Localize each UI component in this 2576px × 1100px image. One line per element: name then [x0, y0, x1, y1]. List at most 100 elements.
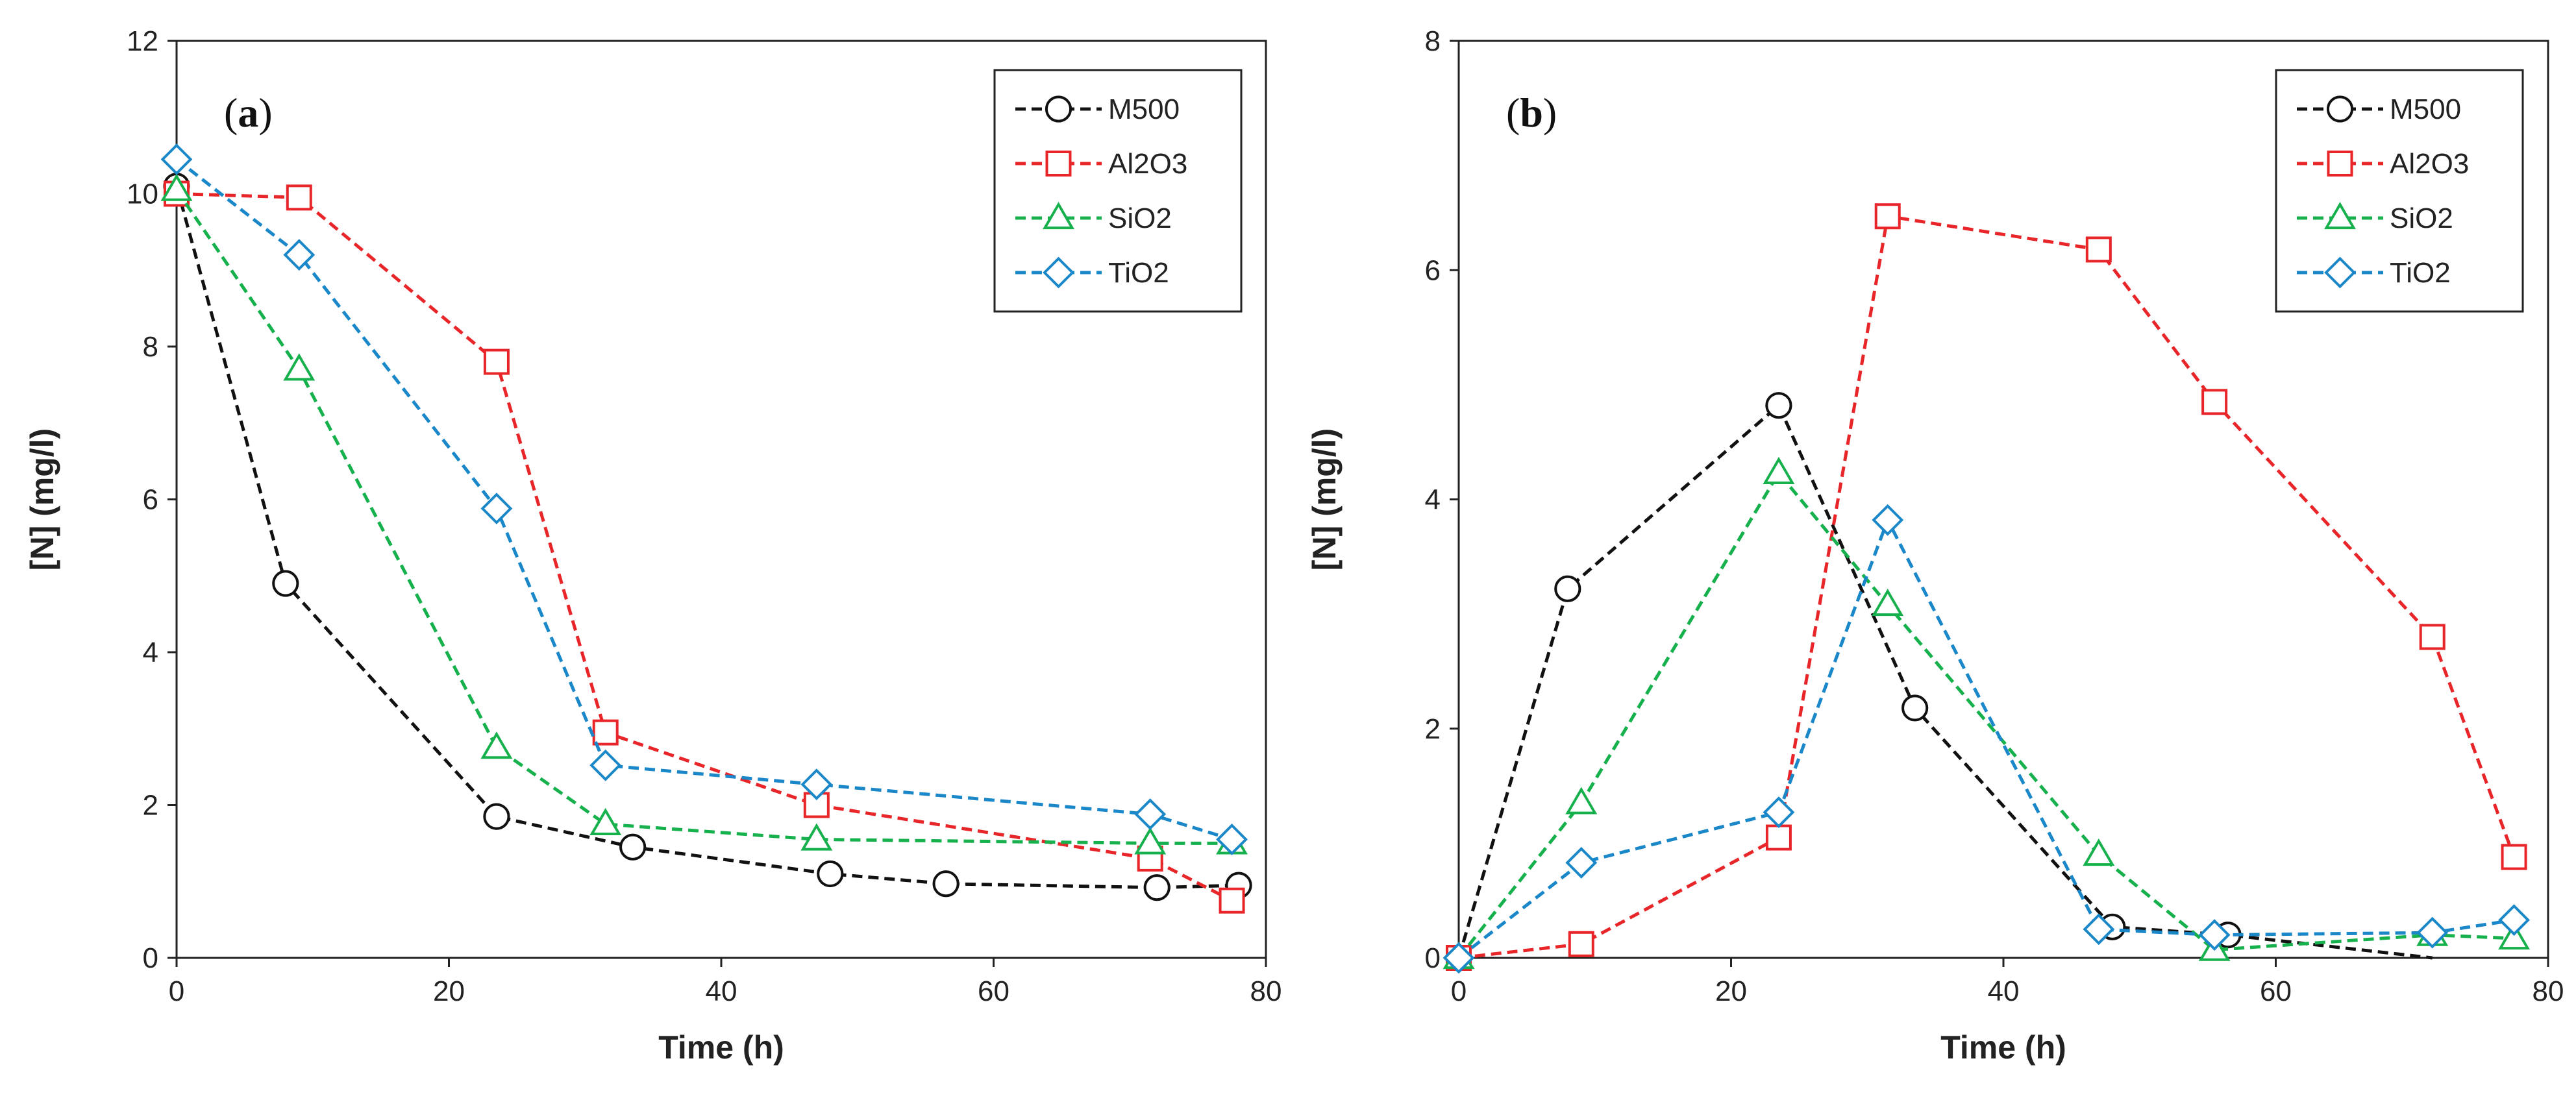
point-a-M500-6 [1143, 874, 1170, 901]
point-a-SiO2-5 [1134, 827, 1167, 855]
point-b-TiO2-5 [2198, 919, 2231, 951]
series-a-TiO2 [160, 143, 1248, 855]
point-a-M500-5 [932, 870, 960, 898]
series-line-b-TiO2 [1457, 516, 2514, 959]
x-tick-label-b-80: 80 [2533, 975, 2564, 1007]
point-b-TiO2-0 [1443, 942, 1475, 974]
series-a-Al2O3 [164, 180, 1245, 914]
point-a-TiO2-5 [1134, 798, 1167, 831]
panel-label-a: (a) [224, 90, 273, 136]
point-a-Al2O3-1 [286, 184, 312, 211]
point-a-TiO2-3 [589, 749, 622, 781]
point-b-SiO2-2 [1763, 456, 1795, 484]
x-tick-label-a-40: 40 [706, 975, 737, 1007]
legend-entry-a-TiO2: TiO2 [1015, 256, 1169, 289]
point-b-TiO2-6 [2416, 916, 2449, 949]
point-b-TiO2-2 [1763, 796, 1795, 829]
point-b-M500-1 [1554, 575, 1581, 602]
legend-marker-b-M500 [2326, 95, 2354, 123]
y-tick-label-a-2: 2 [143, 790, 158, 822]
y-tick-label-b-2: 2 [1425, 713, 1441, 745]
x-axis-title-b: Time (h) [1940, 1029, 2066, 1066]
legend-marker-a-M500 [1045, 95, 1072, 123]
series-line-b-Al2O3 [1458, 214, 2516, 960]
point-b-Al2O3-6 [2419, 624, 2446, 650]
point-b-TiO2-3 [1872, 504, 1904, 536]
legend-b: M500 Al2O3 SiO2 TiO2 [2275, 69, 2524, 313]
point-b-Al2O3-2 [1765, 824, 1792, 851]
x-tick-label-b-0: 0 [1451, 975, 1467, 1007]
point-b-Al2O3-5 [2201, 389, 2228, 415]
series-b-SiO2 [1443, 456, 2531, 970]
point-b-Al2O3-7 [2501, 844, 2527, 870]
panel-label-b: (b) [1506, 90, 1557, 136]
point-b-Al2O3-3 [1874, 203, 1901, 230]
y-tick-label-a-8: 8 [143, 331, 158, 363]
series-line-b-SiO2 [1457, 470, 2514, 959]
point-a-M500-3 [619, 833, 647, 861]
x-tick-label-a-20: 20 [433, 975, 465, 1007]
legend-entry-a-Al2O3: Al2O3 [1015, 148, 1187, 180]
y-tick-label-b-6: 6 [1425, 254, 1441, 286]
legend-label-b-SiO2: SiO2 [2390, 202, 2453, 234]
y-tick-label-a-4: 4 [143, 637, 158, 668]
legend-label-b-Al2O3: Al2O3 [2390, 148, 2469, 180]
legend-a: M500 Al2O3 SiO2 TiO2 [993, 69, 1243, 313]
legend-entry-a-M500: M500 [1015, 93, 1180, 125]
point-b-Al2O3-1 [1568, 931, 1594, 957]
point-a-SiO2-1 [283, 353, 316, 381]
legend-marker-a-Al2O3 [1045, 151, 1072, 177]
y-tick-label-b-0: 0 [1425, 942, 1441, 974]
point-b-M500-2 [1765, 392, 1792, 419]
legend-entry-b-TiO2: TiO2 [2297, 256, 2451, 289]
point-a-M500-4 [817, 860, 844, 888]
legend-label-a-SiO2: SiO2 [1108, 202, 1172, 234]
legend-label-a-TiO2: TiO2 [1108, 257, 1169, 289]
x-tick-label-b-20: 20 [1715, 975, 1747, 1007]
legend-label-a-Al2O3: Al2O3 [1108, 148, 1187, 180]
x-tick-label-a-80: 80 [1250, 975, 1282, 1007]
y-tick-label-a-10: 10 [127, 178, 158, 210]
legend-entry-b-SiO2: SiO2 [2297, 202, 2453, 234]
point-a-Al2O3-6 [1219, 887, 1245, 914]
legend-entry-b-Al2O3: Al2O3 [2297, 148, 2469, 180]
point-b-SiO2-7 [2498, 922, 2531, 950]
point-b-SiO2-3 [1872, 589, 1904, 617]
point-a-M500-1 [272, 570, 299, 597]
point-a-SiO2-0 [160, 173, 193, 201]
legend-label-b-M500: M500 [2390, 93, 2461, 125]
x-tick-label-a-60: 60 [978, 975, 1009, 1007]
y-axis-title-b: [N] (mg/l) [1306, 428, 1343, 570]
series-b-M500 [1457, 392, 2433, 960]
point-a-Al2O3-3 [592, 719, 619, 746]
legend-label-a-M500: M500 [1108, 93, 1180, 125]
y-tick-label-a-6: 6 [143, 484, 158, 516]
series-b-TiO2 [1443, 504, 2530, 974]
point-a-TiO2-1 [283, 239, 316, 271]
point-a-TiO2-0 [160, 143, 193, 175]
point-b-Al2O3-4 [2085, 236, 2112, 263]
legend-label-b-TiO2: TiO2 [2390, 257, 2451, 289]
point-a-TiO2-2 [480, 493, 513, 525]
legend-entry-a-SiO2: SiO2 [1015, 202, 1172, 234]
y-tick-label-a-12: 12 [127, 25, 158, 57]
panel-a: 0 20 40 60 80 0 2 4 6 8 10 12 Time (h) [N] (mg/l) (a) M… [24, 25, 1282, 1066]
legend-marker-b-SiO2 [2324, 202, 2356, 230]
panel-b: 0 20 40 60 80 0 2 4 6 8 Time (h) [N] (mg/l) (b) M500 A… [1306, 25, 2564, 1066]
point-a-TiO2-4 [800, 768, 833, 801]
point-b-TiO2-7 [2498, 904, 2530, 936]
point-a-M500-2 [483, 803, 510, 830]
x-axis-title-a: Time (h) [658, 1029, 784, 1066]
y-tick-label-b-4: 4 [1425, 484, 1441, 516]
point-b-M500-3 [1901, 694, 1929, 722]
legend-marker-a-SiO2 [1043, 202, 1074, 230]
y-axis-title-a: [N] (mg/l) [24, 428, 60, 570]
point-b-SiO2-4 [2083, 838, 2115, 866]
x-tick-label-b-40: 40 [1988, 975, 2020, 1007]
legend-marker-b-Al2O3 [2327, 151, 2353, 177]
legend-marker-b-TiO2 [2324, 256, 2356, 289]
point-a-SiO2-4 [800, 823, 833, 851]
point-a-SiO2-2 [480, 731, 513, 759]
point-b-TiO2-4 [2083, 913, 2115, 946]
